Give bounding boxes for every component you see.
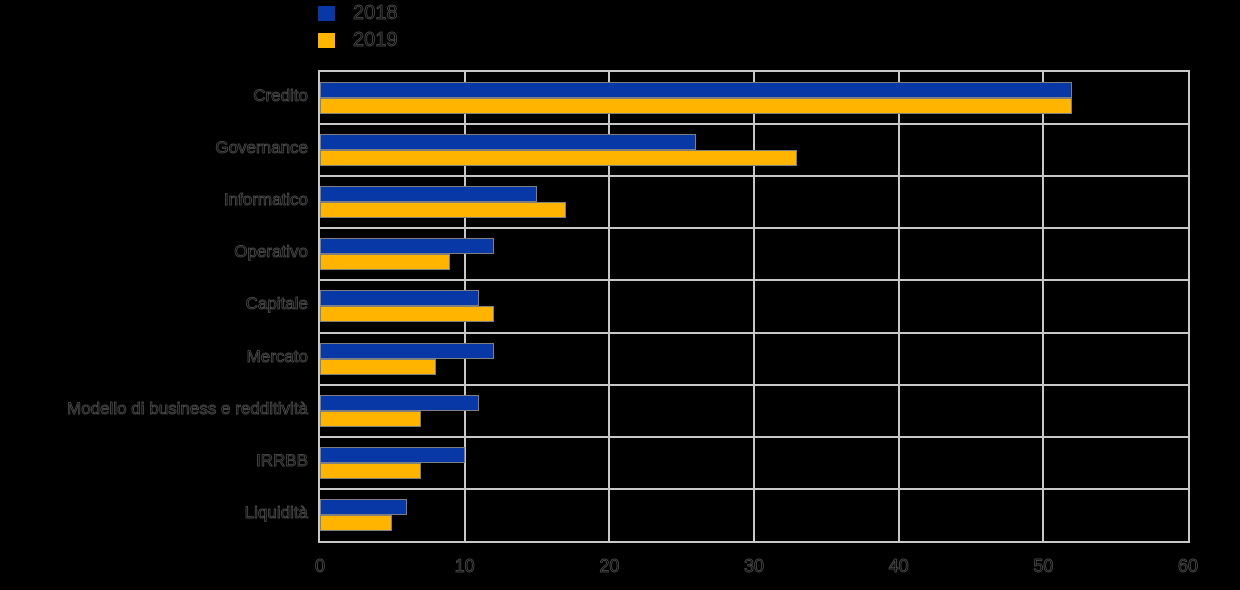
bar-group-6 — [320, 333, 1188, 385]
category-label: Credito — [253, 86, 309, 106]
category-label: Capitale — [245, 294, 308, 314]
bar-2018 — [320, 394, 480, 411]
value-axis: 0 10 20 30 40 50 60 — [0, 556, 1240, 580]
bar-2019 — [320, 462, 422, 479]
x-tick-label: 0 — [314, 556, 326, 577]
gridline-horizontal — [320, 435, 1188, 438]
plot-area — [318, 70, 1190, 543]
bar-group-2 — [320, 124, 1188, 176]
category-axis: Credito Governance Informatico Operativo Cap… — [0, 70, 309, 543]
bar-2018 — [320, 134, 697, 151]
bar-group-5 — [320, 280, 1188, 332]
x-tick-label: 30 — [743, 556, 765, 577]
gridline-horizontal — [320, 123, 1188, 126]
bar-2018 — [320, 186, 537, 203]
bar-2018 — [320, 290, 480, 307]
x-tick-label: 40 — [888, 556, 909, 577]
gridline-vertical — [608, 72, 611, 541]
bar-2018 — [320, 446, 465, 463]
legend-item-2019: 2019 — [318, 29, 398, 51]
x-tick-label: 50 — [1033, 556, 1054, 577]
bar-2019 — [320, 514, 393, 531]
bar-group-3 — [320, 176, 1188, 228]
category-label: Liquidità — [244, 502, 308, 523]
gridline-horizontal — [320, 279, 1188, 282]
bar-2018 — [320, 82, 1073, 98]
bar-2018 — [320, 238, 494, 255]
legend-label-2019: 2019 — [353, 29, 398, 51]
bar-2018 — [320, 342, 494, 359]
x-tick-label: 60 — [1177, 556, 1199, 577]
gridline-vertical — [897, 72, 900, 541]
bar-2019 — [320, 306, 494, 323]
bar-2019 — [320, 254, 451, 271]
gridline-horizontal — [320, 331, 1188, 334]
bar-group-4 — [320, 228, 1188, 280]
gridline-horizontal — [320, 383, 1188, 386]
bar-2019 — [320, 150, 798, 167]
bar-2019 — [320, 98, 1073, 114]
category-label: Mercato — [246, 346, 308, 366]
bar-group-1 — [320, 72, 1188, 124]
legend-swatch-2018 — [318, 6, 335, 21]
bar-group-8 — [320, 437, 1188, 489]
category-label: Governance — [215, 138, 308, 158]
chart-legend: 2018 2019 — [318, 2, 398, 60]
category-label: Modello di business e redditività — [67, 398, 309, 418]
gridline-horizontal — [320, 227, 1188, 230]
category-label: IRRBB — [256, 450, 309, 470]
category-label: Operativo — [234, 242, 308, 262]
gridline-horizontal — [320, 487, 1188, 490]
gridline-vertical — [753, 72, 755, 541]
legend-item-2018: 2018 — [318, 2, 398, 24]
legend-swatch-2019 — [318, 33, 335, 48]
bar-group-9 — [320, 489, 1188, 541]
category-label: Informatico — [223, 190, 309, 210]
x-tick-label: 20 — [599, 556, 620, 577]
legend-label-2018: 2018 — [353, 2, 398, 24]
bar-group-7 — [320, 385, 1188, 437]
bar-2018 — [320, 498, 407, 515]
bar-2019 — [320, 202, 566, 219]
gridline-vertical — [1042, 72, 1045, 541]
gridline-horizontal — [320, 175, 1188, 178]
bar-2019 — [320, 410, 422, 427]
bar-2019 — [320, 358, 436, 375]
x-tick-label: 10 — [454, 556, 475, 577]
